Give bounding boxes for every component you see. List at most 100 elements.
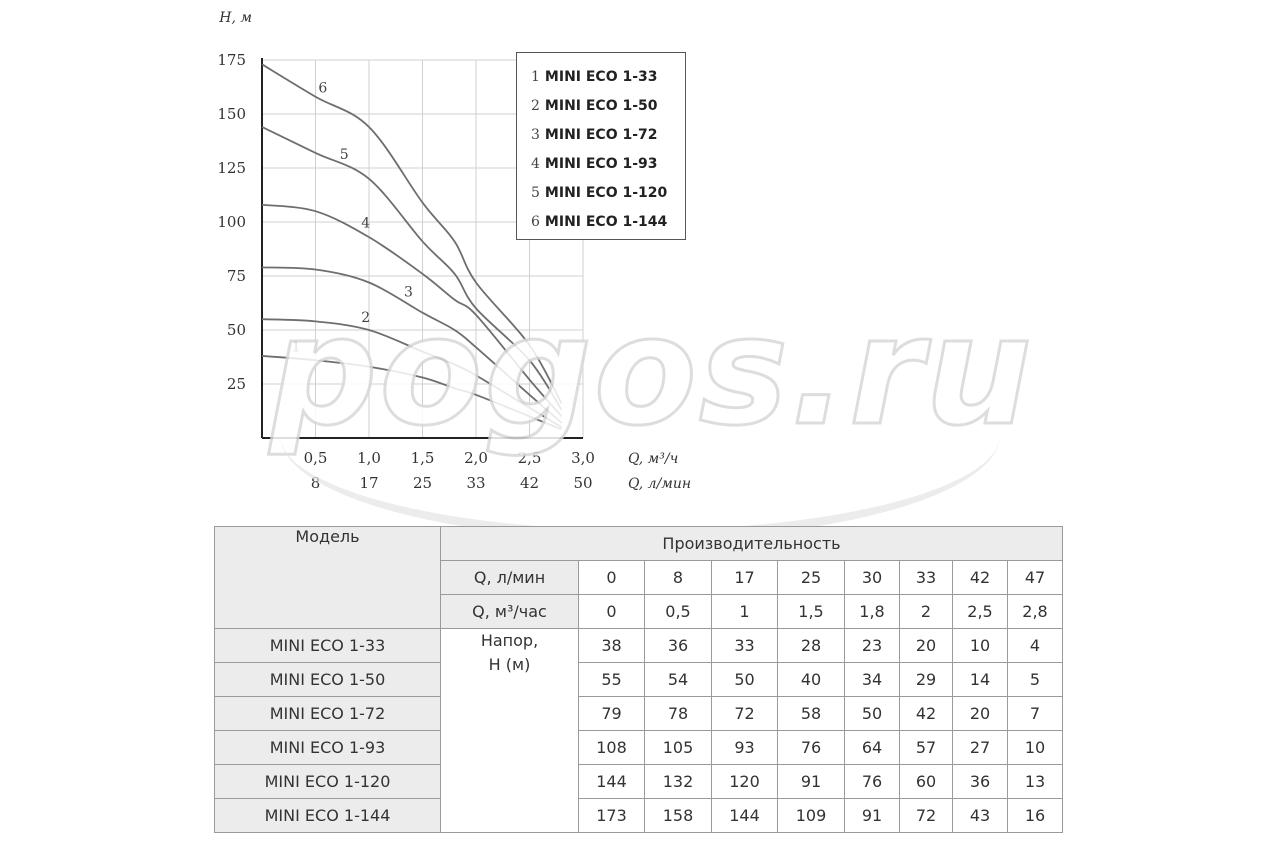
y-tick-label: 25 (227, 375, 246, 393)
table-row: MINI ECO 1-144 173 158 144 109 91 72 43 16 (214, 798, 1064, 833)
q-lmin-cell: 47 (1006, 560, 1064, 595)
legend-label: MINI ECO 1-50 (544, 98, 658, 114)
legend-label: MINI ECO 1-144 (544, 214, 668, 230)
q-m3h-cell: 2,5 (952, 594, 1008, 629)
model-cell: MINI ECO 1-93 (214, 730, 441, 765)
x-tick-label-lmin: 33 (466, 474, 485, 492)
table-row: MINI ECO 1-93 108 105 93 76 64 57 27 10 (214, 730, 1064, 765)
table-row: MINI ECO 1-120 144 132 120 91 76 60 36 13 (214, 764, 1064, 799)
legend-entry: 2 MINI ECO 1-50 (531, 94, 685, 123)
head-value-cell: 79 (578, 696, 645, 731)
head-value-cell: 4 (1006, 628, 1064, 663)
x-axis-label-m3h: Q, м³/ч (628, 451, 678, 467)
q-m3h-label: Q, м³/час (440, 594, 579, 629)
legend-number: 3 (531, 127, 540, 143)
y-tick-label: 50 (227, 321, 246, 339)
legend-entry: 4 MINI ECO 1-93 (531, 152, 685, 181)
x-tick-label-lmin: 25 (413, 474, 432, 492)
x-tick-label-lmin: 17 (359, 474, 378, 492)
head-value-cell: 36 (644, 628, 712, 663)
table-row: MINI ECO 1-72 79 78 72 58 50 42 20 7 (214, 696, 1064, 731)
head-value-cell: 5 (1006, 662, 1064, 697)
head-value-cell: 38 (578, 628, 645, 663)
head-value-cell: 91 (777, 764, 845, 799)
head-value-cell: 76 (844, 764, 900, 799)
curve-number-label: 1 (292, 340, 301, 356)
x-tick-label-m3h: 2,0 (464, 449, 488, 467)
performance-table: Модель Производительность Q, л/мин 0 8 1 7 2… (214, 526, 1064, 833)
y-tick-label: 100 (217, 213, 246, 231)
q-m3h-cell: 1 (711, 594, 778, 629)
y-tick-label: 150 (217, 105, 246, 123)
head-value-cell: 144 (711, 798, 778, 833)
head-value-cell: 50 (844, 696, 900, 731)
head-value-cell: 43 (952, 798, 1008, 833)
x-tick-label-lmin: 50 (573, 474, 592, 492)
curve-2 (261, 318, 563, 428)
y-tick-label: 75 (227, 267, 246, 285)
head-value-cell: 40 (777, 662, 845, 697)
head-value-cell: 20 (952, 696, 1008, 731)
q-lmin-row: Q, л/мин 0 8 17 25 30 33 42 47 (215, 560, 1064, 595)
x-axis-label-lmin: Q, л/мин (628, 476, 691, 492)
legend-number: 4 (531, 156, 540, 172)
model-header: Модель (214, 526, 441, 629)
q-lmin-cell: 8 (644, 560, 712, 595)
legend-entry: 3 MINI ECO 1-72 (531, 123, 685, 152)
head-value-cell: 72 (711, 696, 778, 731)
x-tick-label-m3h: 1,5 (411, 449, 435, 467)
curve-4 (261, 203, 563, 417)
x-tick-label-m3h: 3,0 (571, 449, 595, 467)
head-value-cell: 109 (777, 798, 845, 833)
curve-3 (261, 266, 563, 424)
head-value-cell: 91 (844, 798, 900, 833)
head-value-cell: 13 (1006, 764, 1064, 799)
q-lmin-cell: 0 (578, 560, 645, 595)
model-cell: MINI ECO 1-120 (214, 764, 441, 799)
q-m3h-cell: 1,8 (844, 594, 900, 629)
head-value-cell: 132 (644, 764, 712, 799)
curve-number-label: 6 (318, 81, 327, 97)
curve-6 (261, 63, 563, 404)
head-value-cell: 60 (899, 764, 953, 799)
x-tick-label-m3h: 0,5 (304, 449, 328, 467)
head-value-cell: 55 (578, 662, 645, 697)
head-value-cell: 105 (644, 730, 712, 765)
head-value-cell: 27 (952, 730, 1008, 765)
table-header-row: Модель Производительность (214, 526, 1064, 629)
head-value-cell: 64 (844, 730, 900, 765)
head-value-cell: 158 (644, 798, 712, 833)
head-value-cell: 144 (578, 764, 645, 799)
head-value-cell: 78 (644, 696, 712, 731)
chart-axes (261, 58, 583, 439)
napor-label: Напор, H (м) (440, 628, 579, 833)
q-lmin-label: Q, л/мин (440, 560, 579, 595)
head-value-cell: 76 (777, 730, 845, 765)
legend-entry: 5 MINI ECO 1-120 (531, 181, 685, 210)
q-lmin-cell: 33 (899, 560, 953, 595)
head-value-cell: 58 (777, 696, 845, 731)
legend-number: 6 (531, 214, 540, 230)
y-axis-label: H, м (218, 10, 252, 26)
head-value-cell: 93 (711, 730, 778, 765)
head-value-cell: 72 (899, 798, 953, 833)
legend-entry: 1 MINI ECO 1-33 (531, 65, 685, 94)
model-cell: MINI ECO 1-72 (214, 696, 441, 731)
legend-label: MINI ECO 1-72 (544, 127, 658, 143)
q-m3h-cell: 2,8 (1006, 594, 1064, 629)
legend-number: 5 (531, 185, 540, 201)
q-m3h-row: Q, м³/час 0 0,5 1 1,5 1,8 2 2,5 2,8 (215, 594, 1064, 629)
head-value-cell: 10 (952, 628, 1008, 663)
q-m3h-cell: 1,5 (777, 594, 845, 629)
napor-label-line2: H (м) (488, 655, 531, 674)
perf-header: Производительность (439, 526, 1064, 561)
legend-label: MINI ECO 1-93 (544, 156, 658, 172)
legend-label: MINI ECO 1-120 (544, 185, 668, 201)
model-cell: MINI ECO 1-144 (214, 798, 441, 833)
head-value-cell: 173 (578, 798, 645, 833)
model-cell: MINI ECO 1-33 (214, 628, 441, 663)
curve-1 (261, 355, 562, 431)
y-tick-label: 125 (217, 159, 246, 177)
head-value-cell: 28 (777, 628, 845, 663)
